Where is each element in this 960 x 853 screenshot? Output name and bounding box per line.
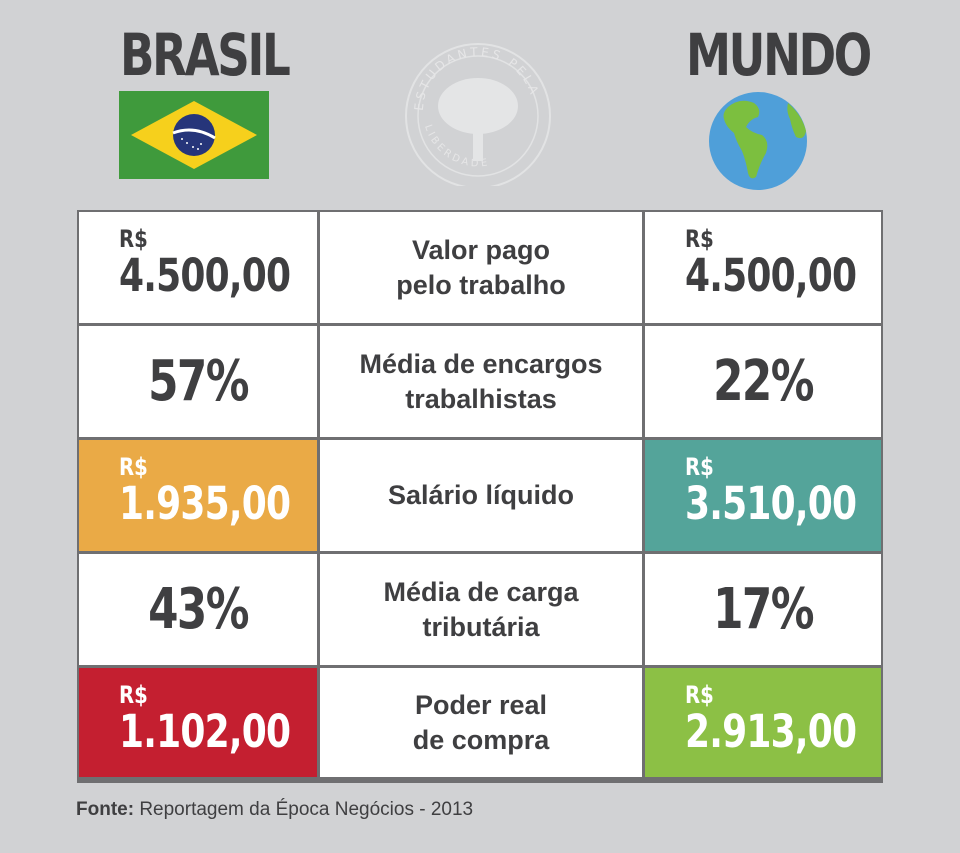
brasil-cell-salario-liquido: R$ 1.935,00 — [79, 440, 317, 551]
currency-symbol: R$ — [119, 681, 148, 709]
currency-symbol: R$ — [685, 225, 714, 253]
label-line-2: de compra — [412, 724, 550, 755]
brasil-cell-valor-pago: R$ 4.500,00 — [79, 212, 317, 323]
amount: 4.500,00 — [685, 249, 857, 302]
row-label-carga-tributaria: Média de carga tributária — [320, 554, 642, 665]
label-line-1: Poder real — [414, 689, 548, 720]
amount: 3.510,00 — [685, 477, 857, 530]
amount: 1.102,00 — [119, 705, 291, 758]
label-line-2: tributária — [422, 611, 540, 642]
brasil-cell-carga-tributaria: 43% — [79, 554, 317, 665]
brazil-flag-icon — [119, 91, 269, 179]
label-line-1: Valor pago — [411, 234, 551, 265]
money-value: R$ 4.500,00 — [685, 226, 881, 300]
mundo-cell-valor-pago: R$ 4.500,00 — [645, 212, 881, 323]
label-line-1: Salário líquido — [387, 480, 575, 510]
currency-symbol: R$ — [119, 453, 148, 481]
amount: 4.500,00 — [119, 249, 291, 302]
source-prefix: Fonte: — [76, 799, 135, 820]
row-label-encargos: Média de encargos trabalhistas — [320, 326, 642, 437]
globe-icon — [709, 92, 807, 190]
row-label-valor-pago: Valor pago pelo trabalho — [320, 212, 642, 323]
label-line-2: pelo trabalho — [396, 269, 566, 300]
mundo-cell-poder-compra: R$ 2.913,00 — [645, 668, 881, 777]
row-label-poder-compra: Poder real de compra — [320, 668, 642, 777]
currency-symbol: R$ — [119, 225, 148, 253]
percentage: 43% — [148, 577, 249, 642]
amount: 2.913,00 — [685, 705, 857, 758]
amount: 1.935,00 — [119, 477, 291, 530]
percentage: 17% — [713, 577, 814, 642]
brasil-cell-poder-compra: R$ 1.102,00 — [79, 668, 317, 777]
comparison-table: R$ 4.500,00 Valor pago pelo trabalho R$ 4… — [77, 210, 883, 783]
money-value: R$ 2.913,00 — [685, 682, 881, 756]
source-text: Reportagem da Época Negócios - 2013 — [139, 799, 474, 820]
money-value: R$ 1.935,00 — [119, 454, 317, 528]
mundo-cell-encargos: 22% — [645, 326, 881, 437]
percentage: 57% — [148, 349, 249, 414]
label-line-1: Média de encargos — [359, 348, 603, 379]
mundo-cell-salario-liquido: R$ 3.510,00 — [645, 440, 881, 551]
label-line-1: Média de carga — [383, 576, 579, 607]
row-label-salario-liquido: Salário líquido — [320, 440, 642, 551]
source-note: Fonte: Reportagem da Época Negócios - 20… — [76, 799, 473, 821]
brasil-title: BRASIL — [120, 21, 291, 89]
currency-symbol: R$ — [685, 681, 714, 709]
mundo-title: MUNDO — [686, 21, 872, 89]
label-line-2: trabalhistas — [405, 383, 557, 414]
money-value: R$ 4.500,00 — [119, 226, 317, 300]
mundo-cell-carga-tributaria: 17% — [645, 554, 881, 665]
currency-symbol: R$ — [685, 453, 714, 481]
money-value: R$ 1.102,00 — [119, 682, 317, 756]
percentage: 22% — [713, 349, 814, 414]
estudantes-pela-liberdade-logo-icon: ESTUDANTES PELA LIBERDADE — [405, 43, 551, 186]
brasil-cell-encargos: 57% — [79, 326, 317, 437]
money-value: R$ 3.510,00 — [685, 454, 881, 528]
